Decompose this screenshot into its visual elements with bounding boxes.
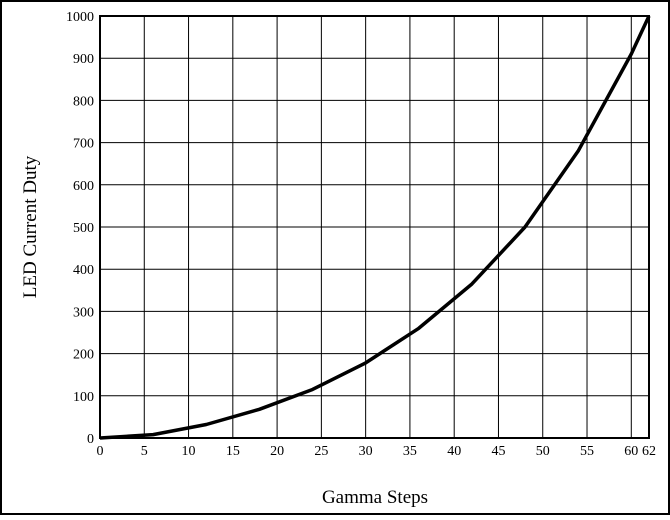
x-tick-label: 10 (182, 444, 196, 459)
y-tick-label: 200 (73, 348, 94, 363)
x-tick-label: 5 (141, 444, 148, 459)
y-tick-label: 300 (73, 305, 94, 320)
x-tick-label: 45 (491, 444, 505, 459)
y-tick-label: 500 (73, 221, 94, 236)
y-tick-label: 0 (87, 432, 94, 447)
x-axis-title: Gamma Steps (322, 487, 428, 508)
y-tick-label: 900 (73, 52, 94, 67)
y-tick-label: 100 (73, 390, 94, 405)
x-tick-label: 25 (314, 444, 328, 459)
y-tick-label: 600 (73, 179, 94, 194)
x-tick-label: 20 (270, 444, 284, 459)
x-tick-label: 0 (97, 444, 104, 459)
x-tick-label: 62 (642, 444, 656, 459)
y-axis-title: LED Current Duty (20, 155, 41, 298)
x-tick-label: 50 (536, 444, 550, 459)
x-tick-label: 40 (447, 444, 461, 459)
x-tick-label: 35 (403, 444, 417, 459)
y-tick-label: 400 (73, 263, 94, 278)
x-tick-label: 55 (580, 444, 594, 459)
x-tick-label: 60 (624, 444, 638, 459)
x-tick-label: 30 (359, 444, 373, 459)
plot-border (99, 15, 650, 439)
y-tick-label: 1000 (66, 10, 94, 25)
x-tick-label: 15 (226, 444, 240, 459)
line (99, 15, 651, 440)
y-tick-label: 800 (73, 94, 94, 109)
y-tick-label: 700 (73, 137, 94, 152)
